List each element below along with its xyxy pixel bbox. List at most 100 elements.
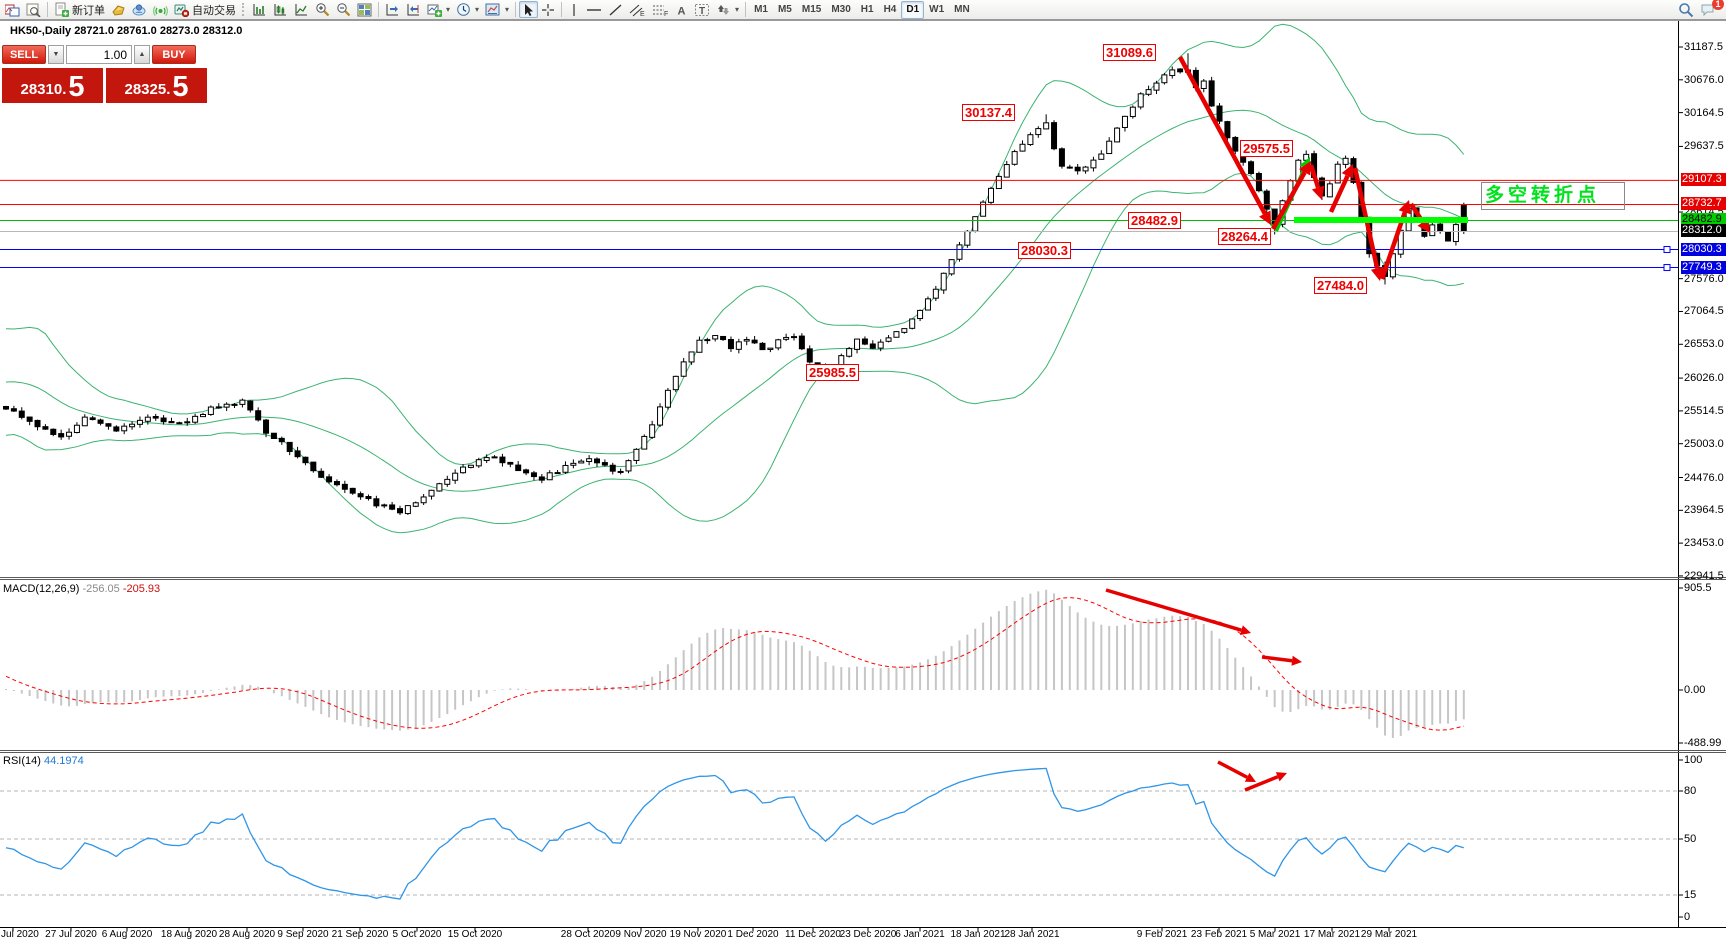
timeframe-button-m5[interactable]: M5 [777,4,792,15]
bollinger-lower [5,172,1464,534]
drawn-arrow-line[interactable] [1105,588,1242,632]
fibonacci-button[interactable]: F [649,1,672,18]
drawn-arrow-line[interactable] [1271,171,1307,231]
candle-body [404,505,411,515]
line-endpoint-marker[interactable] [1663,264,1671,272]
timeframe-button-h4[interactable]: H4 [883,4,897,15]
data-window-icon[interactable] [23,1,44,18]
swing-price-label[interactable]: 27484.0 [1314,277,1367,294]
cursor-button[interactable] [519,1,539,18]
drawn-arrow-line[interactable] [1328,174,1350,213]
drawn-arrow-head[interactable] [1259,210,1271,225]
drawn-arrow-line[interactable] [1379,211,1407,280]
swing-price-label[interactable]: 28482.9 [1128,212,1181,229]
price-axis-badge: 28030.3 [1681,242,1726,256]
toolbar-drag-handle[interactable] [242,3,246,16]
tile-windows-button[interactable] [354,1,375,18]
candle-body [66,431,73,437]
notifications-icon[interactable]: 1 [1697,0,1724,18]
drawn-arrow-head[interactable] [1244,772,1256,782]
zoom-out-button[interactable] [333,1,354,18]
new-chart-dropdown[interactable]: ▾ [424,1,453,18]
period-dropdown[interactable]: ▾ [453,1,482,18]
price-axis[interactable] [1678,46,1683,918]
date-axis-label: 11 Dec 2020 [785,929,841,940]
volume-input[interactable] [66,45,132,64]
horizontal-line-button[interactable] [583,1,605,18]
crosshair-button[interactable] [538,1,558,18]
timeframe-button-m1[interactable]: M1 [754,4,768,15]
date-axis-label: 15 Oct 2020 [447,929,503,940]
new-order-label: 新订单 [72,4,105,17]
drawn-arrow-line[interactable] [1244,775,1279,792]
drawn-arrow-head[interactable] [1398,200,1411,215]
drawn-arrow-head[interactable] [1298,161,1311,176]
drawn-objects[interactable] [1105,55,1468,792]
drawn-arrow-head[interactable] [1291,655,1302,666]
drawn-arrow-head[interactable] [1311,185,1325,200]
toolbar-separator [515,2,517,17]
macd-name: MACD(12,26,9) [3,583,80,595]
drawn-arrow-line[interactable] [1308,164,1321,189]
timeframe-button-m30[interactable]: M30 [831,4,851,15]
drawn-arrow-head[interactable] [1239,625,1251,635]
vertical-line-button[interactable] [565,1,583,18]
arrange-left-button[interactable] [382,1,403,18]
candle-body [302,456,309,464]
swing-price-label[interactable]: 31089.6 [1103,44,1156,61]
navigator-icon[interactable] [129,1,150,18]
volume-down-button[interactable]: ▼ [48,45,64,64]
search-icon[interactable] [1675,1,1697,18]
drawn-arrow-line[interactable] [1217,760,1248,779]
timeframe-button-m15[interactable]: M15 [801,4,822,15]
candle-body [1145,89,1152,95]
market-watch-icon[interactable] [108,1,129,18]
chart-line-button[interactable] [291,1,312,18]
annotation-text-box[interactable]: 多空转折点 [1481,182,1625,210]
candle-body [1121,115,1128,128]
new-order-button[interactable]: 新订单 [51,1,108,18]
candle-body [554,472,561,475]
candle-body [1216,105,1223,122]
trendline-button[interactable] [605,1,626,18]
time-axis[interactable] [12,927,1390,932]
buy-button[interactable]: BUY [152,45,196,64]
sell-button[interactable]: SELL [2,45,46,64]
chart-bars-button[interactable] [249,1,270,18]
sell-price-display[interactable]: 28310. 5 [2,68,103,103]
candle-body [995,175,1002,190]
arrows-dropdown[interactable]: ▾ [713,1,742,18]
swing-price-label[interactable]: 29575.5 [1240,140,1293,157]
template-dropdown[interactable]: ▾ [482,1,512,18]
equidistant-channel-button[interactable]: E [626,1,649,18]
buy-price-display[interactable]: 28325. 5 [106,68,207,103]
timeframe-button-d1[interactable]: D1 [901,0,925,19]
drawn-arrow-head[interactable] [1341,164,1354,179]
zoom-in-button[interactable] [312,1,333,18]
swing-price-label[interactable]: 28264.4 [1218,228,1271,245]
timeframe-button-mn[interactable]: MN [954,4,970,15]
arrange-right-button[interactable] [403,1,424,18]
line-endpoint-marker[interactable] [1663,246,1671,254]
text-button[interactable]: A [672,1,691,18]
autotrade-button[interactable]: 自动交易 [171,1,239,18]
candle-body [988,187,994,203]
signals-icon[interactable] [150,1,171,18]
rsi-axis-tick-label: 80 [1684,785,1697,797]
green-support-bar[interactable] [1294,217,1468,223]
timeframe-button-h1[interactable]: H1 [860,4,874,15]
charts-overlap-icon[interactable] [2,1,23,18]
swing-price-label[interactable]: 30137.4 [962,104,1015,121]
timeframe-button-w1[interactable]: W1 [929,4,945,15]
candle-body [586,458,593,462]
volume-up-button[interactable]: ▲ [134,45,150,64]
candle-body [806,348,813,363]
swing-price-label[interactable]: 28030.3 [1018,242,1071,259]
drawn-arrow-line[interactable] [1261,655,1293,663]
swing-price-label[interactable]: 25985.5 [806,364,859,381]
text-label-button[interactable]: T [691,1,713,18]
chart-candles-button[interactable] [270,1,291,18]
drawn-arrow-head[interactable] [1275,772,1287,782]
drawn-arrow-line[interactable] [1178,55,1267,215]
